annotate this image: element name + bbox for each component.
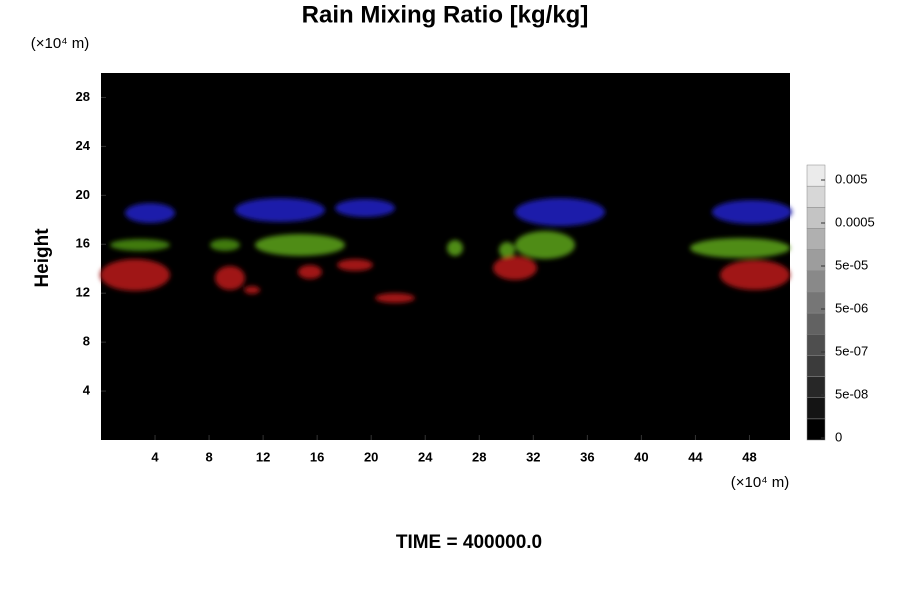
x-tick-label: 24	[418, 449, 433, 464]
x-tick-label: 28	[472, 449, 486, 464]
field-blob	[215, 266, 245, 290]
field-blob	[335, 199, 395, 217]
colorbar-tick-label: 5e-07	[835, 343, 868, 358]
y-axis-label: Height	[32, 228, 53, 288]
colorbar-tick-label: 5e-06	[835, 300, 868, 315]
colorbar-band	[806, 164, 826, 187]
field-blob	[337, 259, 373, 271]
x-tick-label: 48	[742, 449, 756, 464]
field-blob	[375, 293, 415, 303]
y-tick-label: 4	[83, 383, 91, 398]
x-tick-label: 20	[364, 449, 378, 464]
colorbar-tick-label: 0	[835, 429, 842, 444]
y-tick-label: 16	[76, 236, 90, 251]
field-blob	[255, 234, 345, 256]
field-blob	[210, 239, 240, 251]
time-annotation: TIME = 400000.0	[396, 532, 542, 553]
x-tick-label: 40	[634, 449, 648, 464]
colorbar-band	[806, 207, 826, 229]
field-blob	[235, 198, 325, 222]
colorbar-band	[806, 249, 826, 272]
field-blob	[447, 240, 463, 256]
x-tick-label: 4	[151, 449, 159, 464]
x-tick-label: 36	[580, 449, 594, 464]
colorbar-tick-label: 5e-08	[835, 386, 868, 401]
colorbar-band	[806, 312, 826, 335]
y-unit: (×10⁴ m)	[31, 35, 90, 52]
field	[100, 198, 792, 303]
field-blob	[712, 200, 792, 224]
x-tick-label: 12	[256, 449, 270, 464]
field-blob	[515, 231, 575, 259]
plot-area	[101, 73, 790, 440]
field-blob	[125, 203, 175, 223]
field-blob	[244, 286, 260, 294]
colorbar-tick-label: 5e-05	[835, 257, 868, 272]
x-tick-label: 44	[688, 449, 703, 464]
y-tick-label: 20	[76, 187, 90, 202]
colorbar-band	[806, 397, 826, 420]
colorbar-band	[806, 418, 826, 441]
field-blob	[493, 256, 537, 280]
y-tick-label: 12	[76, 285, 90, 300]
x-tick-label: 16	[310, 449, 324, 464]
colorbar-band	[806, 355, 826, 377]
colorbar-band	[806, 228, 826, 250]
chart-title: Rain Mixing Ratio [kg/kg]	[302, 1, 589, 28]
x-tick-label: 32	[526, 449, 540, 464]
colorbar-band	[806, 185, 826, 208]
colorbar-tick-label: 0.0005	[835, 214, 875, 229]
field-blob	[298, 265, 322, 279]
y-tick-label: 24	[76, 138, 91, 153]
x-tick-label: 8	[205, 449, 212, 464]
field-blob	[100, 259, 170, 291]
field-blob	[110, 239, 170, 251]
y-tick-label: 28	[76, 89, 90, 104]
x-unit: (×10⁴ m)	[731, 474, 790, 491]
field-blob	[515, 198, 605, 226]
field-blob	[690, 238, 790, 258]
colorbar-tick-label: 0.005	[835, 171, 868, 186]
field-blob	[499, 242, 515, 258]
y-tick-label: 8	[83, 334, 90, 349]
field-blob	[720, 260, 790, 290]
colorbar-band	[806, 291, 826, 314]
colorbar-band	[806, 270, 826, 293]
